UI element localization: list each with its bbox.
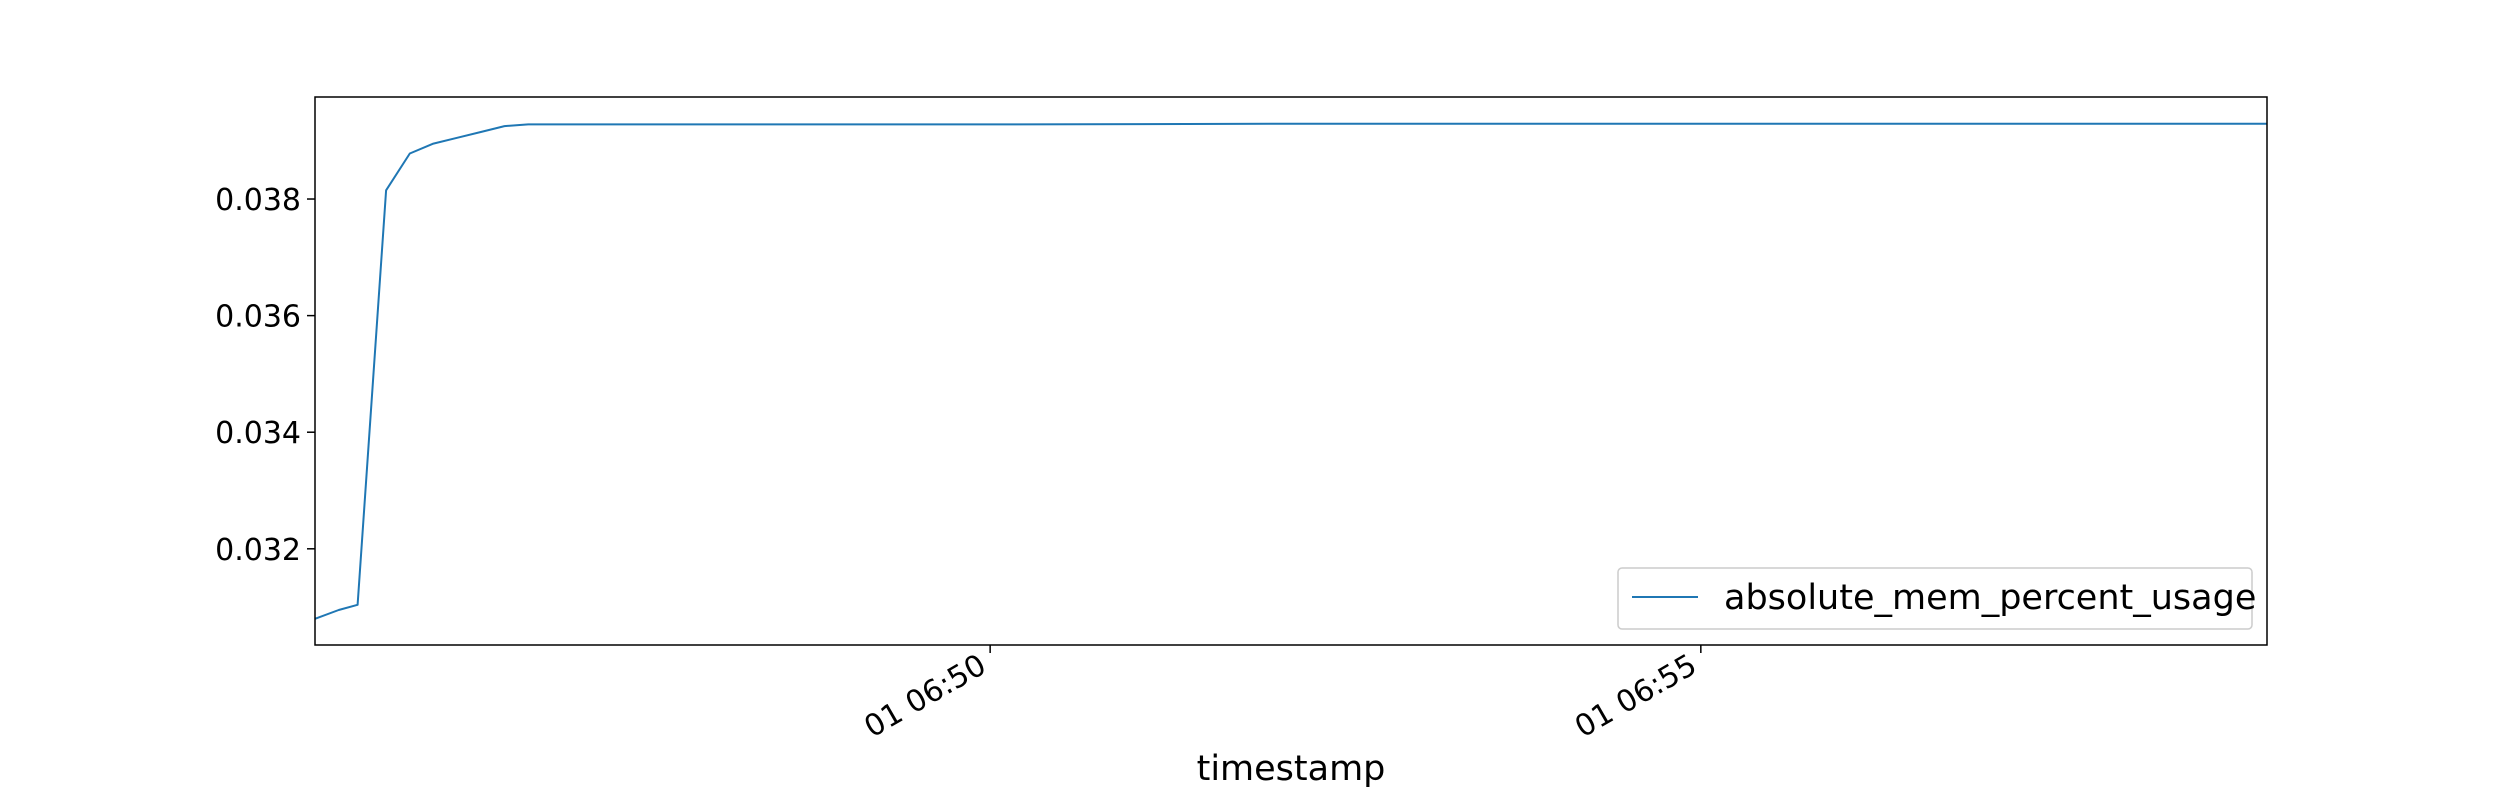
series-line-0 bbox=[314, 122, 2267, 620]
x-axis-title: timestamp bbox=[1197, 749, 1386, 789]
legend-label: absolute_mem_percent_usage bbox=[1724, 578, 2256, 618]
legend-box bbox=[1617, 567, 2253, 630]
y-tick-label: 0.038 bbox=[215, 183, 301, 218]
plot-frame bbox=[314, 96, 2268, 646]
y-tick-label: 0.032 bbox=[215, 533, 301, 568]
y-tick-label: 0.034 bbox=[215, 416, 301, 451]
legend: absolute_mem_percent_usage bbox=[1617, 567, 2256, 630]
y-tick-label: 0.036 bbox=[215, 300, 301, 335]
plot-marks bbox=[314, 122, 2267, 620]
